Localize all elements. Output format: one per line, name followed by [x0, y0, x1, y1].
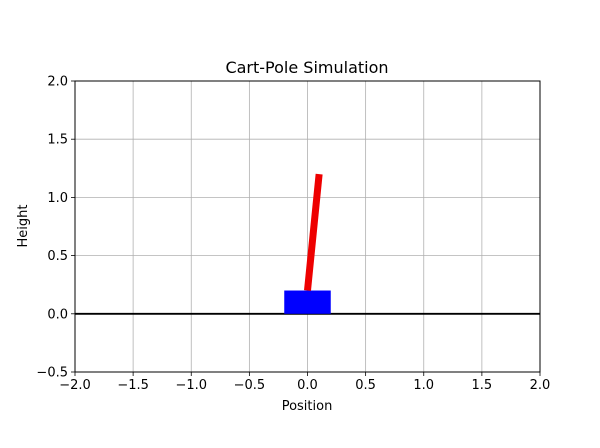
- plot-marks: [75, 173, 540, 315]
- y-tick-label: 1.5: [47, 133, 68, 148]
- x-tick-label: −1.0: [175, 378, 207, 393]
- y-axis-label: Height: [16, 205, 31, 248]
- x-tick-label: 2.0: [530, 378, 551, 393]
- cart-body: [284, 290, 331, 314]
- y-tick-label: 0.0: [47, 307, 68, 322]
- x-tick-label: −0.5: [234, 378, 266, 393]
- y-tick-label: 0.5: [47, 249, 68, 264]
- y-tick-label: 2.0: [47, 75, 68, 90]
- x-tick-label: −2.0: [59, 378, 91, 393]
- x-tick-label: 0.5: [355, 378, 376, 393]
- y-tick-label: −0.5: [36, 366, 68, 381]
- x-tick-label: −1.5: [117, 378, 149, 393]
- grid-lines: [74, 80, 541, 373]
- chart-title: Cart-Pole Simulation: [225, 58, 388, 77]
- axis-ticks: −2.0 −1.5 −1.0 −0.5 0.0 0.5 1.0 1.5 2.0 −0.5 0.0 0.…: [36, 75, 550, 394]
- x-tick-label: 1.0: [413, 378, 434, 393]
- pole: [304, 173, 323, 291]
- x-tick-label: 1.5: [472, 378, 493, 393]
- x-tick-label: 0.0: [297, 378, 318, 393]
- y-tick-label: 1.0: [47, 191, 68, 206]
- x-axis-label: Position: [282, 399, 333, 414]
